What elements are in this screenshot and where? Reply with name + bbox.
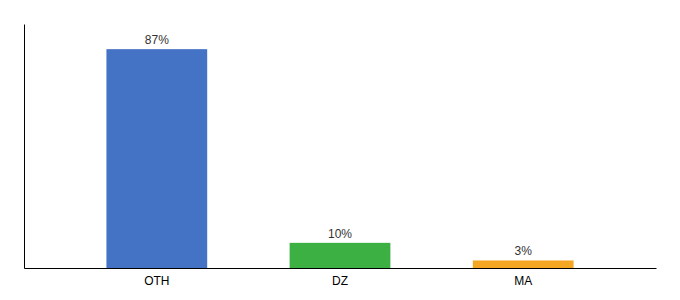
data-label: 3% [515,244,533,258]
chart-svg: 87% 10% 3% OTH DZ MA [0,0,680,300]
bar [473,260,574,268]
x-tick: DZ [332,274,348,288]
x-axis-line [25,268,657,269]
y-axis-line [24,25,25,269]
x-tick: OTH [144,274,169,288]
y-axis [24,25,25,269]
x-axis: OTH DZ MA [25,269,657,288]
data-labels: 87% 10% 3% [145,33,532,258]
plot-area: 87% 10% 3% OTH DZ MA [25,25,657,288]
chart-container: 87% 10% 3% OTH DZ MA [0,0,680,300]
x-tick: MA [514,274,532,288]
data-label: 10% [328,227,352,241]
x-tick-label: MA [514,274,532,288]
x-tick-label: OTH [144,274,169,288]
x-tick-label: DZ [332,274,348,288]
bars [106,49,573,268]
bar [106,49,207,268]
bar [290,243,391,268]
data-label: 87% [145,33,169,47]
